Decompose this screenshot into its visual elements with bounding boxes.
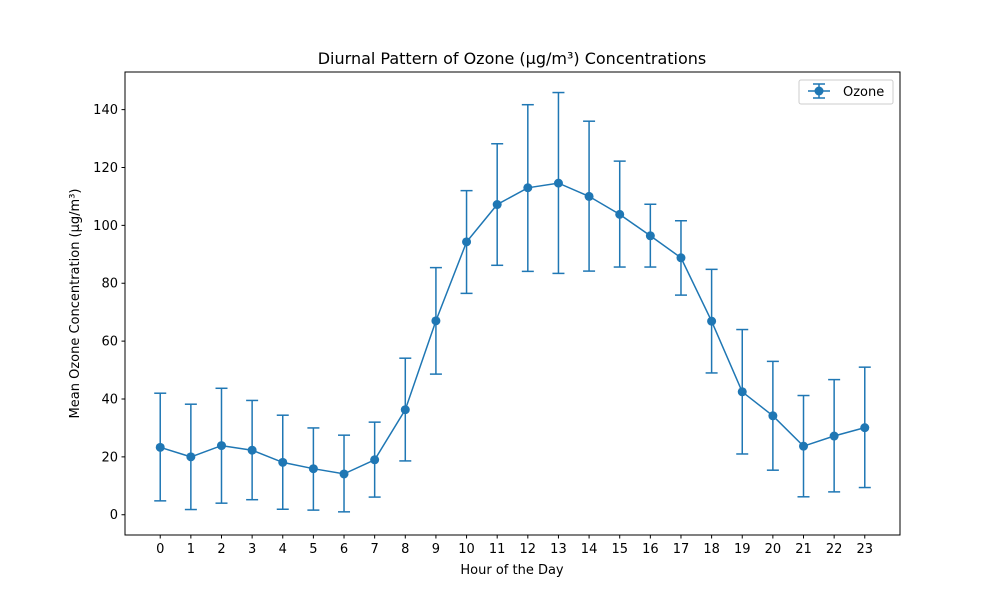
y-tick-label: 40	[101, 392, 118, 407]
data-point	[768, 411, 778, 421]
chart-title: Diurnal Pattern of Ozone (µg/m³) Concent…	[318, 49, 707, 68]
x-tick-label: 19	[734, 542, 751, 557]
y-tick-label: 140	[93, 103, 118, 118]
data-point	[278, 457, 288, 467]
data-point	[247, 445, 257, 455]
x-tick-label: 9	[432, 542, 440, 557]
data-point	[155, 442, 165, 452]
x-tick-label: 20	[765, 542, 782, 557]
x-tick-label: 17	[673, 542, 690, 557]
y-tick-label: 60	[101, 335, 118, 350]
legend-label: Ozone	[843, 85, 884, 100]
data-point	[737, 387, 747, 397]
data-point	[431, 316, 441, 326]
x-tick-label: 12	[520, 542, 537, 557]
data-point	[186, 452, 196, 462]
data-point	[462, 237, 472, 247]
x-tick-label: 0	[156, 542, 164, 557]
data-point	[707, 316, 717, 326]
data-point	[553, 178, 563, 188]
data-point	[799, 441, 809, 451]
data-point	[676, 253, 686, 263]
x-tick-label: 1	[187, 542, 195, 557]
legend: Ozone	[798, 79, 894, 105]
data-point	[400, 405, 410, 415]
y-tick-label: 120	[93, 161, 118, 176]
data-point	[370, 455, 380, 465]
y-tick-label: 0	[110, 508, 118, 523]
x-tick-label: 14	[581, 542, 598, 557]
x-tick-label: 16	[642, 542, 659, 557]
x-tick-label: 13	[550, 542, 567, 557]
legend-marker-icon	[814, 86, 824, 96]
data-point	[216, 441, 226, 451]
y-tick-label: 20	[101, 450, 118, 465]
y-tick-label: 100	[93, 219, 118, 234]
data-point	[308, 464, 318, 474]
series-line	[159, 182, 865, 475]
x-tick-label: 15	[611, 542, 628, 557]
x-tick-label: 21	[795, 542, 812, 557]
x-tick-label: 11	[489, 542, 506, 557]
x-tick-label: 18	[703, 542, 720, 557]
x-tick-label: 6	[340, 542, 348, 557]
plot-frame	[124, 71, 901, 536]
x-tick-label: 23	[856, 542, 873, 557]
y-axis-label: Mean Ozone Concentration (µg/m³)	[68, 189, 83, 419]
data-point	[615, 209, 625, 219]
x-tick-label: 7	[371, 542, 379, 557]
data-point	[645, 231, 655, 241]
data-point	[523, 183, 533, 193]
data-point	[584, 191, 594, 201]
x-tick-label: 4	[279, 542, 287, 557]
data-point	[339, 469, 349, 479]
x-axis-label: Hour of the Day	[460, 563, 564, 578]
x-tick-label: 22	[826, 542, 843, 557]
x-tick-label: 2	[217, 542, 225, 557]
data-point	[829, 431, 839, 441]
x-tick-label: 5	[309, 542, 317, 557]
y-tick-label: 80	[101, 277, 118, 292]
x-tick-label: 10	[458, 542, 475, 557]
x-tick-label: 3	[248, 542, 256, 557]
data-point	[492, 200, 502, 210]
data-point	[860, 423, 870, 433]
x-tick-label: 8	[401, 542, 409, 557]
